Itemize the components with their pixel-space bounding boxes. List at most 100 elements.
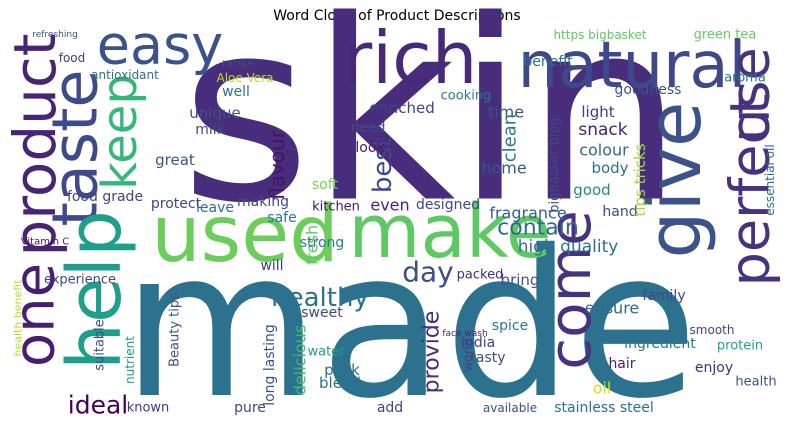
word: make [348,189,551,275]
word: aroma [724,71,766,86]
word: ideal [68,391,128,420]
word: easy [97,14,223,77]
word: world [461,338,475,371]
word: range [222,57,254,70]
word: stainless steel [554,400,654,416]
word: known [127,401,170,416]
word: made [122,207,698,427]
word: great [155,151,195,169]
word: ensure [585,299,640,318]
word: blend [319,374,361,392]
word: provide [420,311,445,394]
word: suitable [93,319,108,371]
word: colour [579,141,629,160]
plot-area [8,27,786,421]
word: bigbasket blog [548,117,563,212]
word: Aloe Vera [216,71,273,85]
word: one [3,263,68,367]
word: pack [324,361,360,379]
word: antioxidant [91,68,159,82]
word: perfect [719,94,782,287]
word: India [461,335,495,351]
word: day [402,256,454,289]
word: well [222,84,250,100]
word: protect [151,196,202,212]
word: look [355,140,385,156]
word: packed [457,268,504,283]
word: smooth [690,323,735,337]
word: good [573,181,610,199]
word: product [1,33,69,256]
word: healthy [271,283,369,313]
word: skin [181,0,684,258]
word: refreshing [32,30,78,40]
word: designed [416,197,480,213]
word: used [151,190,339,280]
word: experience [44,273,116,288]
word: food [59,51,86,65]
word: safe [267,210,296,226]
word: leave [196,200,234,216]
word: unique [189,104,240,122]
word: available [483,401,537,415]
word: kitchen [312,200,360,215]
word: light [581,103,614,121]
word: long lasting [262,324,278,406]
word: need [351,120,386,136]
word: contain [497,216,579,241]
chart-title: Word Cloud of Product Descriptions [273,8,520,24]
word: bring [501,271,540,289]
word: natural [518,29,747,103]
word: body [591,159,628,177]
word: pure [234,400,266,416]
word: rich [343,16,478,100]
word: best [368,137,398,193]
word: fragrance [489,204,566,223]
word: milk [195,122,225,138]
word: enriched [369,99,435,117]
word: sweet [301,305,343,321]
word: health [735,375,776,390]
word: essential oil [763,144,777,215]
word: tasty [470,350,505,366]
word: https bigbasket [553,28,646,42]
word: snack [578,120,627,140]
word: enjoy [695,360,733,376]
word: home [481,159,526,178]
word: ingredient [624,336,696,352]
word: green tea [694,28,757,43]
word: water [307,345,345,360]
word: making [237,194,289,210]
word: time [488,103,524,122]
word: flavour [265,129,289,200]
word: even [370,196,409,215]
word: protein [717,339,763,354]
word: benefit [523,54,573,70]
word: nutrient [123,336,137,384]
word: Vitamin C [21,237,69,248]
word: clean [500,114,521,162]
word: soft [312,177,339,193]
word: help [52,210,138,370]
word: hair [608,356,635,372]
word: use [719,47,782,143]
word: will [260,258,283,274]
word: Beauty tips [168,293,183,367]
word: tips tricks [631,143,649,216]
word: health benefit [12,279,25,357]
word: cooking [441,89,492,104]
word: food grade [67,189,143,205]
word: add [377,400,403,416]
word: oil [593,379,612,398]
word: hand [602,204,637,220]
word: high quality [518,237,619,257]
word: goodness [615,82,682,98]
word: taste [39,69,112,226]
word: give [632,102,718,259]
word: fresh [303,225,322,265]
word: face wash [442,329,487,339]
word: delicious [291,325,310,395]
word: family [642,288,685,304]
